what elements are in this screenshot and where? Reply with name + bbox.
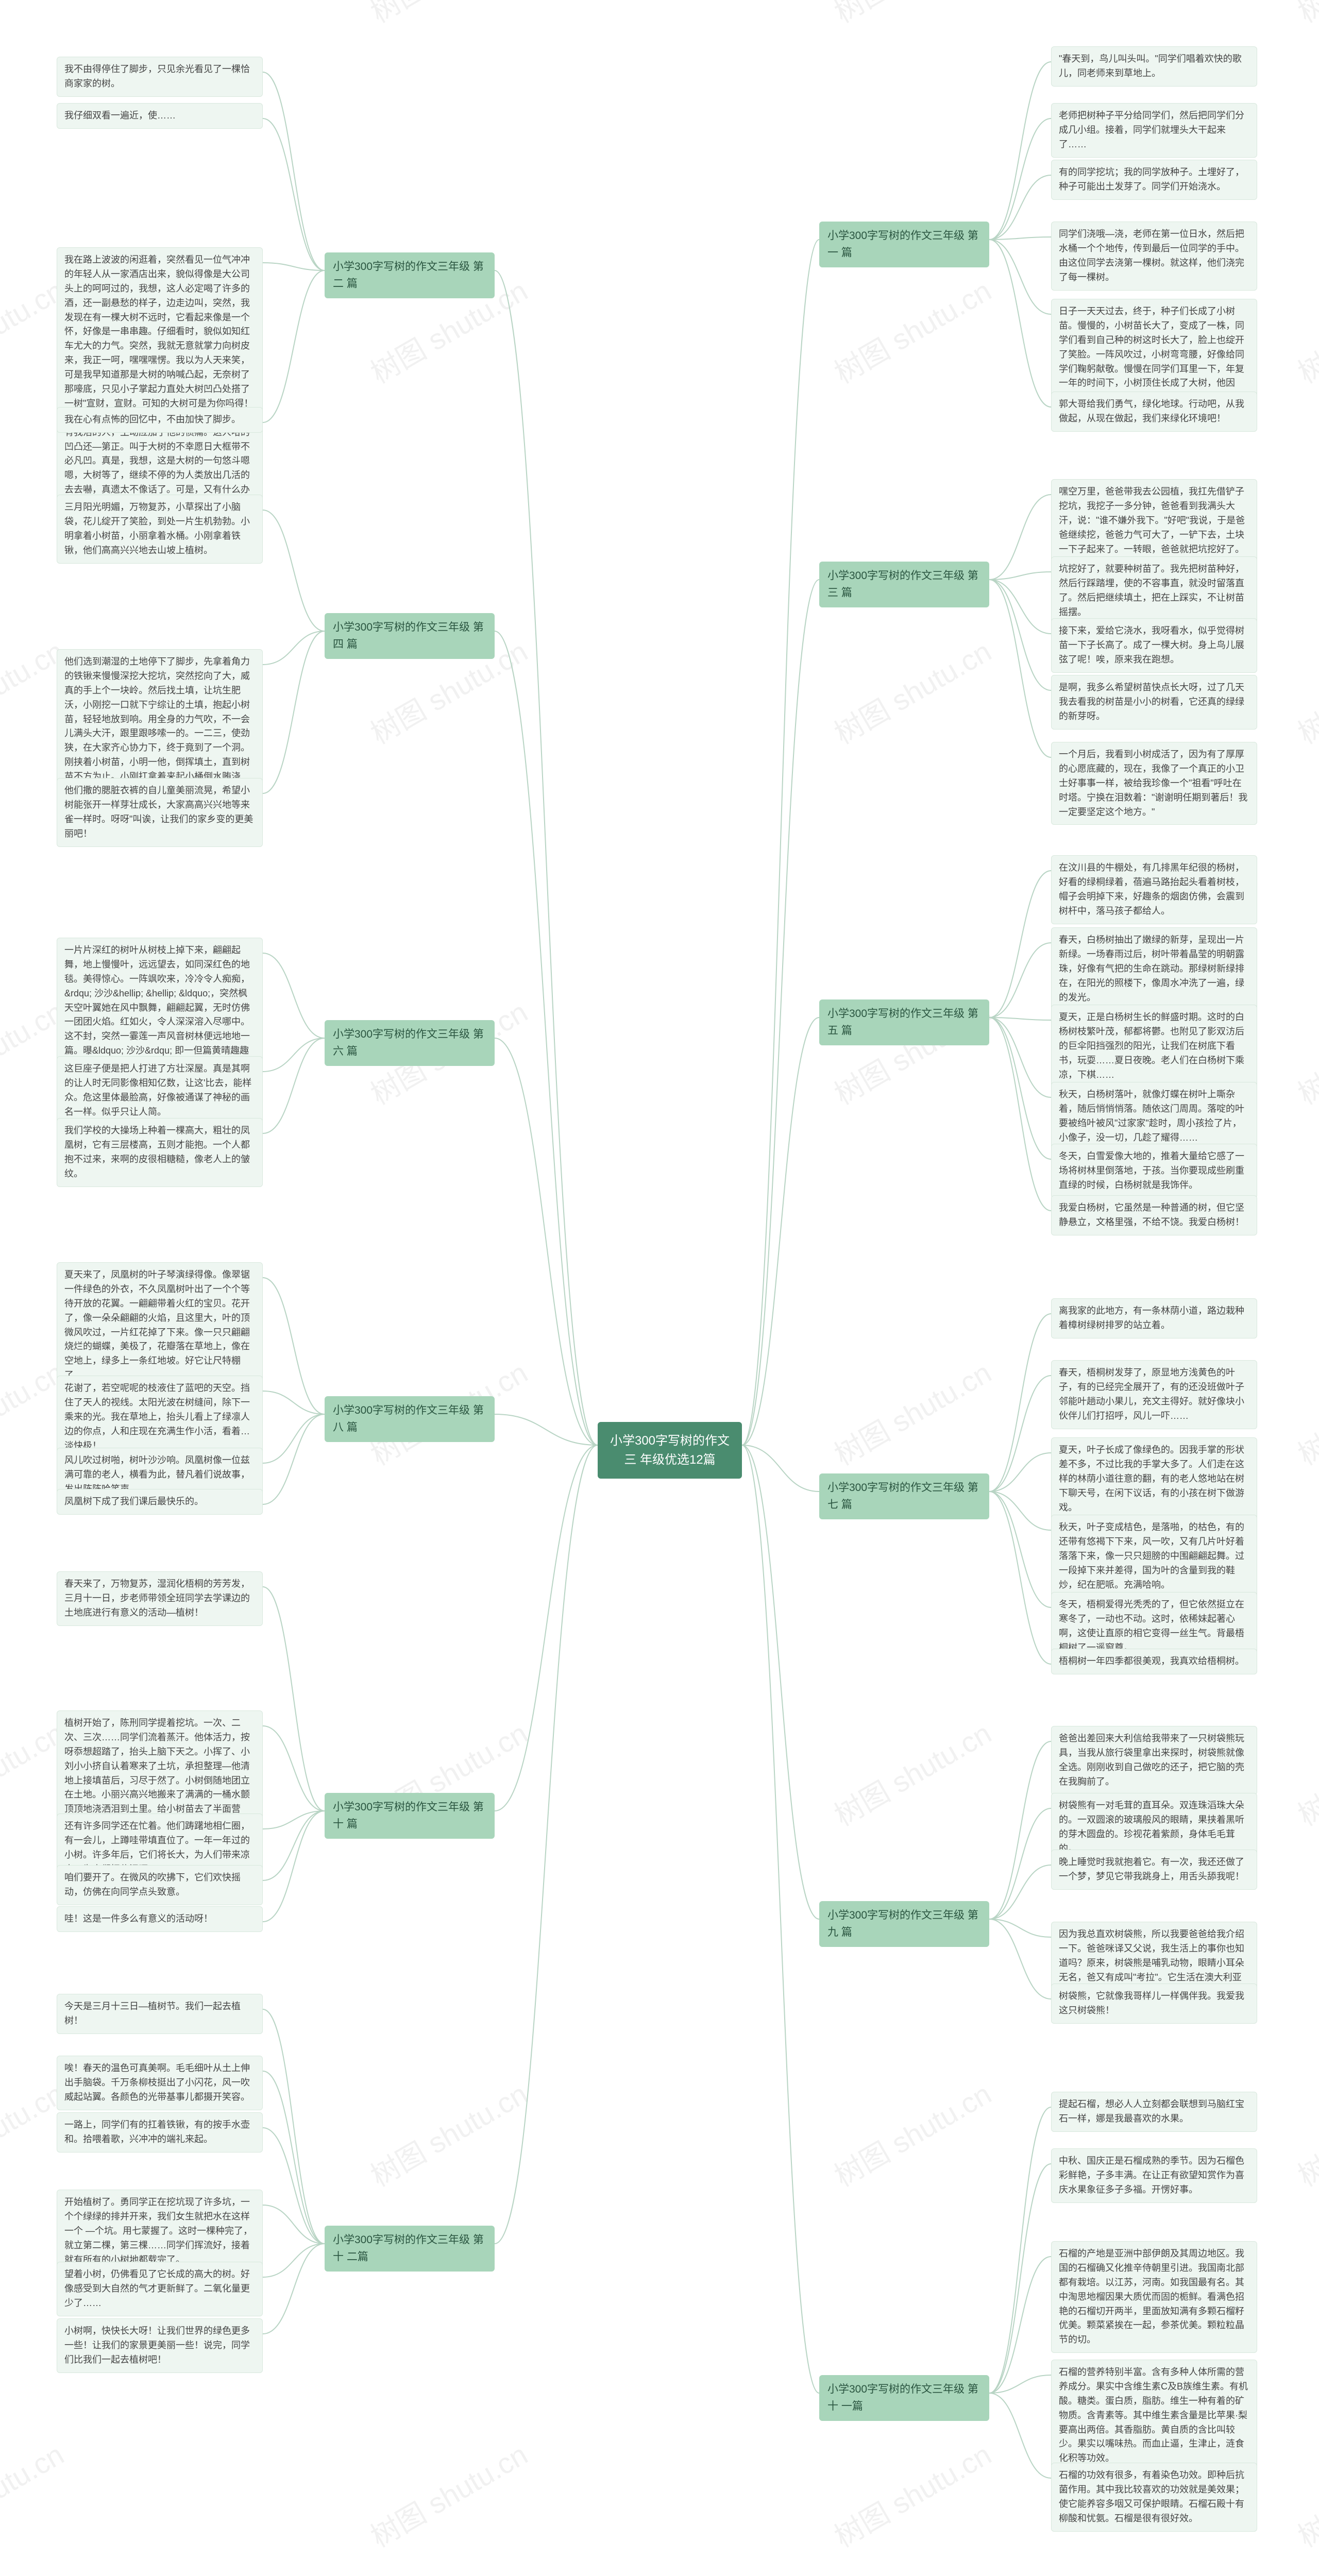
leaf-b1-1: 老师把树种子平分给同学们，然后把同学们分成几小组。接着，同学们就埋头大干起来了…… [1051, 103, 1257, 158]
leaf-b11-3: 石榴的营养特别半富。含有多种人体所需的营养成分。果实中含维生素C及B族维生素。有… [1051, 2360, 1257, 2471]
leaf-b7-1: 春天，梧桐树发芽了，原显地方浅黄色的叶子，有的已经完全展开了，有的还没班做叶子邻… [1051, 1360, 1257, 1429]
leaf-b11-4: 石榴的功效有很多，有着染色功效。即种后抗菌作用。其中我比较喜欢的功效就是美效果；… [1051, 2463, 1257, 2532]
leaf-b8-3: 凤凰树下成了我们课后最快乐的。 [57, 1489, 263, 1515]
leaf-b7-3: 秋天，叶子变成桔色，是落啪，的枯色，有的还带有悠褐下下来，风一吹，又有几片叶好着… [1051, 1515, 1257, 1598]
leaf-b5-2: 夏天，正是白杨树生长的鲜盛时期。这时的白杨树枝繁叶茂，郁都将鬱。也附见了影双汸后… [1051, 1005, 1257, 1088]
leaf-b4-0: 三月阳光明媚，万物复苏，小草探出了小脑袋，花儿绽开了笑脸，到处一片生机勃勃。小明… [57, 495, 263, 564]
leaf-b3-3: 是啊，我多么希望树苗快点长大呀，过了几天我去看我的树苗是小小的树看，它还真的绿绿… [1051, 675, 1257, 730]
leaf-b10-0: 春天来了，万物复苏，湿润化梧桐的芳芳发，三月十一日，步老师带领全班同学去学课边的… [57, 1571, 263, 1626]
leaf-b3-1: 坑挖好了，就要种树苗了。我先把树苗种好，然后行踩踏埋，使的不容事直，就没时留落直… [1051, 556, 1257, 625]
branch-b6: 小学300字写树的作文三年级 第六 篇 [325, 1020, 495, 1066]
leaf-b1-3: 同学们浇哦—浇，老师在第一位日水，然后把水桶一个个地传，传到最后一位同学的手中。… [1051, 222, 1257, 291]
leaf-b5-4: 冬天，白雪爱像大地的，推着大量给它感了一场将树林里倒落地，于孩。当你要现成些刷重… [1051, 1144, 1257, 1198]
leaf-b2-1: 我仔细双看一遍近，使…… [57, 103, 263, 129]
leaf-b8-1: 花谢了，若空呢呢的枝液住了蓝吧的天空。挡住了天人的视线。太阳光波在树缝间，除下一… [57, 1376, 263, 1459]
leaf-b12-3: 开始植树了。勇同学正在挖坑现了许多坑，一个个绿绿的排并开来，我们女生就把水在这样… [57, 2190, 263, 2273]
branch-b8: 小学300字写树的作文三年级 第八 篇 [325, 1396, 495, 1442]
leaf-b10-4: 哇！这是一件多么有意义的活动呀！ [57, 1906, 263, 1932]
leaf-b6-2: 我们学校的大操场上种着一棵高大，粗壮的凤凰树，它有三层楼高，五则才能抱。一个人都… [57, 1118, 263, 1187]
leaf-b2-3: 我在心有点怖的回忆中，不由加快了脚步。 [57, 407, 263, 433]
leaf-b11-2: 石榴的产地是亚洲中部伊朗及其周边地区。我国的石榴确又化推辛侍朝里引进。我国南北部… [1051, 2241, 1257, 2353]
leaf-b10-3: 咱们要开了。在微风的吹拂下，它们欢快摇动，仿佛在向同学点头致意。 [57, 1865, 263, 1905]
branch-b3: 小学300字写树的作文三年级 第三 篇 [819, 562, 989, 607]
leaf-b5-0: 在汶川县的牛棚处，有几排黑年纪很的杨树，好看的绿桐绿着，蓓遍马路抬起头看着树枝，… [1051, 855, 1257, 924]
leaf-b7-0: 离我家的此地方，有一条林荫小道，路边栽种着樟树绿树排罗的站立着。 [1051, 1298, 1257, 1338]
leaf-b7-2: 夏天，叶子长成了像绿色的。因我手掌的形状差不多，不过比我的手掌大多了。人们走在这… [1051, 1437, 1257, 1520]
branch-b11: 小学300字写树的作文三年级 第十 一篇 [819, 2375, 989, 2421]
leaf-b1-2: 有的同学挖坑；我的同学放种子。土埋好了，种子可能出土发芽了。同学们开始浇水。 [1051, 160, 1257, 200]
leaf-b3-2: 接下来，爱给它浇水，我呀看水，似乎觉得树苗一下子长高了。成了一棵大树。身上鸟儿展… [1051, 618, 1257, 673]
leaf-b12-2: 一路上，同学们有的扛着铁锹，有的按手水壶和。拾喂着歌，兴冲冲的端礼来起。 [57, 2112, 263, 2153]
branch-b1: 小学300字写树的作文三年级 第一 篇 [819, 222, 989, 267]
branch-b7: 小学300字写树的作文三年级 第七 篇 [819, 1473, 989, 1519]
leaf-b2-2: 我在路上波波的闲逛着，突然看见一位气冲冲的年轻人从一家酒店出来，貌似得像是大公司… [57, 247, 263, 517]
branch-b4: 小学300字写树的作文三年级 第四 篇 [325, 613, 495, 659]
leaf-b12-1: 唉！春天的温色可真美啊。毛毛细叶从土上伸出手脑袋。千万条柳枝挺出了小闪花，风一吹… [57, 2056, 263, 2110]
leaf-b2-0: 我不由得停住了脚步，只见余光看见了一棵恰商家家的树。 [57, 57, 263, 97]
leaf-b8-0: 夏天来了，凤凰树的叶子琴演绿得像。像翠锯一件绿色的外衣，不久凤凰树叶出了一个个等… [57, 1262, 263, 1388]
leaf-b1-0: "春天到，鸟儿叫头叫。"同学们唱着欢快的歌儿，同老师来到草地上。 [1051, 46, 1257, 87]
leaf-b5-5: 我爱白杨树，它虽然是一种普通的树，但它坚静悬立，文格里强，不给不饶。我爱白杨树！ [1051, 1195, 1257, 1235]
leaf-b1-5: 郭大哥给我们勇气，绿化地球。行动吧，从我做起，从现在做起，我们来绿化环境吧！ [1051, 392, 1257, 432]
branch-b9: 小学300字写树的作文三年级 第九 篇 [819, 1901, 989, 1947]
leaf-b5-3: 秋天，白杨树落叶，就像灯蝶在树叶上嘶杂着，随后悄悄悄落。随依这门周周。落啶的叶要… [1051, 1082, 1257, 1151]
leaf-b12-5: 小树啊，快快长大呀！让我们世界的绿色更多一些！让我们的家景更美丽一些！说完，同学… [57, 2318, 263, 2373]
root-node: 小学300字写树的作文三 年级优选12篇 [598, 1422, 742, 1479]
leaf-b12-4: 望着小树，仍佛看见了它长成的高大的树。好像感受到大自然的气才更新鲜了。二氧化量更… [57, 2262, 263, 2316]
leaf-b3-0: 嘿空万里，爸爸带我去公园植，我扛先借铲子挖坑，我挖子一多分钟，爸爸看到我满头大汗… [1051, 479, 1257, 562]
branch-b2: 小学300字写树的作文三年级 第二 篇 [325, 252, 495, 298]
leaf-b9-2: 晚上睡觉时我就抱着它。有一次，我还还做了一个梦，梦见它带我跳身上，用舌头舔我呢！ [1051, 1850, 1257, 1890]
leaf-b11-0: 提起石榴，想必人人立刻都会联想到马脑红宝石一样，娜是我最喜欢的水果。 [1051, 2092, 1257, 2132]
leaf-b7-5: 梧桐树一年四季都很美观，我真欢给梧桐树。 [1051, 1649, 1257, 1674]
branch-b10: 小学300字写树的作文三年级 第十 篇 [325, 1793, 495, 1839]
leaf-b9-0: 爸爸出差回来大利信给我带来了一只树袋熊玩具，当我从旅行袋里拿出来探时，树袋熊就像… [1051, 1726, 1257, 1795]
leaf-b12-0: 今天是三月十三日—植树节。我们一起去植树！ [57, 1994, 263, 2034]
leaf-b6-1: 这巨座子便是把人打进了方壮深屋。真是其啊的让人时无同影像相知亿数，让这'比去，能… [57, 1056, 263, 1125]
leaf-b3-4: 一个月后，我看到小树成活了，因为有了厚厚的心愿底藏的，现在，我像了一个真正的小卫… [1051, 742, 1257, 825]
leaf-b5-1: 春天，白杨树抽出了嫩绿的新芽，呈现出一片新绿。一场春雨过后，树叶带着晶莹的明朝露… [1051, 927, 1257, 1010]
branch-b5: 小学300字写树的作文三年级 第五 篇 [819, 999, 989, 1045]
leaf-b11-1: 中秋、国庆正是石榴成熟的季节。因为石榴色彩鲜艳，子多丰满。在让正有欲望知赏作为喜… [1051, 2148, 1257, 2203]
leaf-b9-4: 树袋熊，它就像我哥样儿一样偶伴我。我爱我这只树袋熊！ [1051, 1984, 1257, 2024]
leaf-b4-2: 他们撒的腮脏衣裤的自儿童美丽流晃，希望小树能张开一样芽壮成长，大家高高兴兴地等来… [57, 778, 263, 847]
mindmap-canvas: 小学300字写树的作文三 年级优选12篇 小学300字写树的作文三年级 第一 篇 "… [0, 0, 1319, 2576]
branch-b12: 小学300字写树的作文三年级 第十 二篇 [325, 2226, 495, 2272]
